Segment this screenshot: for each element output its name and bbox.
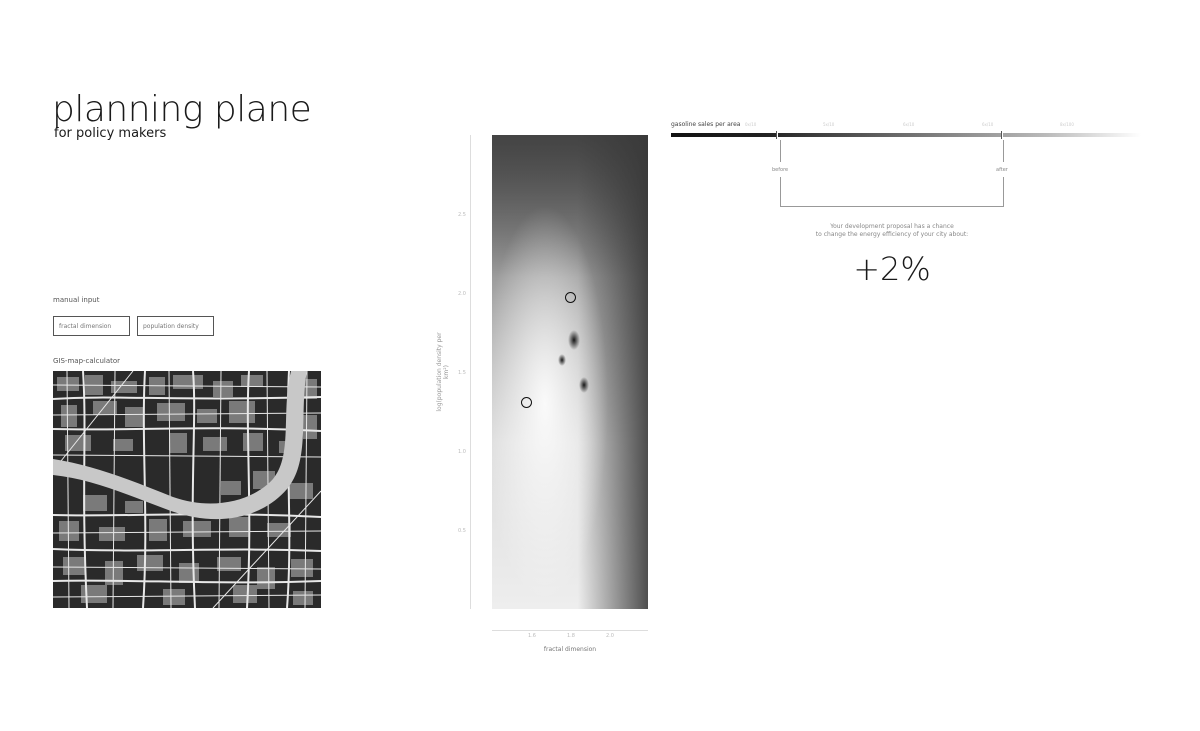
heatmap-x-label: fractal dimension [543, 646, 597, 653]
before-connector [780, 140, 781, 162]
y-tick: 0.5 [458, 528, 466, 534]
y-tick: 1.0 [458, 449, 466, 455]
before-marker[interactable] [565, 292, 576, 303]
scale-tick: 6x/10 [982, 122, 994, 127]
y-tick: 1.5 [458, 370, 466, 376]
scale-tick: 6x/10 [903, 122, 915, 127]
x-tick: 1.6 [528, 633, 536, 639]
bracket-bottom [780, 206, 1004, 207]
heatmap-graphic [492, 135, 648, 609]
scale-tick: 8x/100 [1060, 122, 1074, 127]
before-label: before [772, 167, 789, 173]
after-scale-marker [1001, 131, 1003, 139]
scale-title: gasoline sales per area [671, 121, 741, 128]
before-scale-marker [776, 131, 778, 139]
app-title: planning plane [52, 89, 312, 130]
after-marker[interactable] [521, 397, 532, 408]
proposal-line-2: to change the energy efficiency of your … [815, 230, 969, 238]
scale-tick: 5x/10 [823, 122, 835, 127]
x-tick: 1.8 [567, 633, 575, 639]
gis-map-label: GIS-map-calculator [53, 357, 121, 365]
energy-heatmap[interactable] [492, 135, 648, 609]
gasoline-scale-bar [671, 133, 1141, 137]
fractal-dimension-field[interactable]: fractal dimension [53, 316, 130, 336]
y-tick: 2.5 [458, 212, 466, 218]
y-tick: 2.0 [458, 291, 466, 297]
heatmap-y-label: log(population density per km²) [436, 332, 450, 412]
bracket-left [780, 177, 781, 206]
heatmap-x-axis [492, 630, 648, 631]
app-subtitle: for policy makers [54, 126, 167, 141]
after-connector [1003, 140, 1004, 162]
proposal-line-1: Your development proposal has a chance [830, 223, 954, 230]
manual-input-label: manual input [53, 296, 100, 304]
x-tick: 2.0 [606, 633, 614, 639]
proposal-text: Your development proposal has a chance t… [780, 223, 1004, 239]
bracket-right [1003, 177, 1004, 206]
population-density-field[interactable]: population density [137, 316, 214, 336]
gis-city-map[interactable] [53, 371, 321, 608]
heatmap-y-axis [470, 135, 471, 609]
scale-tick: 0x/10 [745, 122, 757, 127]
after-label: after [996, 167, 1008, 173]
city-map-graphic [53, 371, 321, 608]
efficiency-change-value: +2% [853, 250, 931, 288]
